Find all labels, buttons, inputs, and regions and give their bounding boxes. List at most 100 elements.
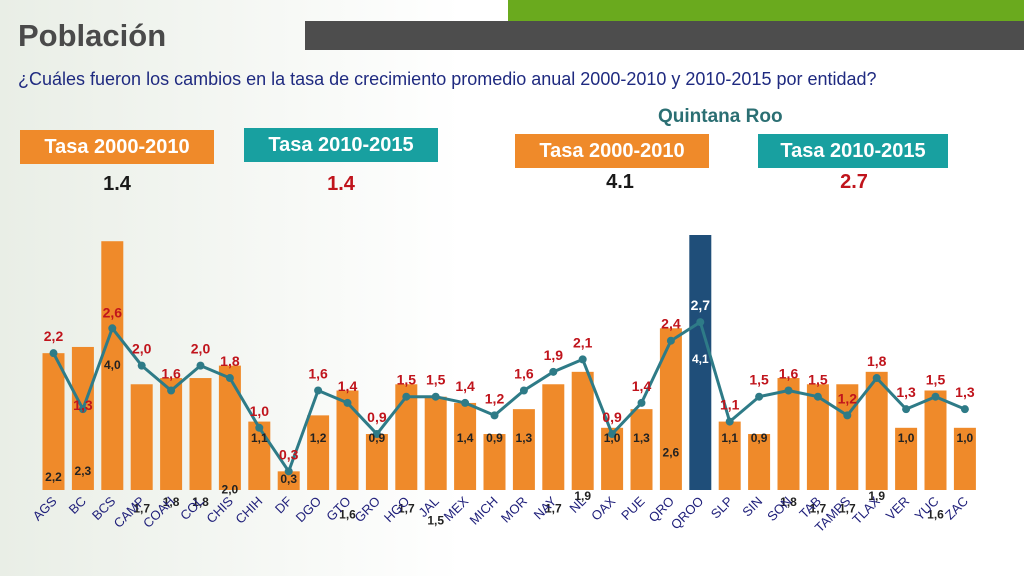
category-label-zac: ZAC (942, 494, 971, 523)
category-label-dgo: DGO (293, 494, 325, 526)
line-label-son: 1,6 (779, 365, 799, 381)
line-point-chih (255, 423, 264, 432)
line-point-gro (372, 430, 381, 439)
line-label-coah: 1,6 (161, 365, 181, 381)
line-label-tlax: 1,8 (867, 353, 887, 369)
line-label-zac: 1,3 (955, 384, 975, 400)
category-label-chih: CHIH (232, 494, 265, 527)
header-accent-green (508, 0, 1024, 21)
qroo-2010-value: 2.7 (840, 171, 868, 193)
line-label-hgo: 1,5 (397, 372, 417, 388)
line-point-hgo (402, 392, 411, 401)
line-point-dgo (314, 386, 323, 395)
category-label-nay: NAY (531, 493, 560, 522)
line-point-mich (490, 411, 499, 420)
line-point-mor (519, 386, 528, 395)
header-accent-gray (305, 21, 1024, 50)
category-label-ver: VER (883, 494, 913, 524)
bar-label-tab: 1,7 (810, 501, 827, 515)
line-point-bcs (108, 324, 117, 333)
bar-label-pue: 1,3 (633, 431, 650, 445)
bar-mex (454, 402, 477, 490)
bar-label-tamps: 1,7 (839, 501, 856, 515)
bar-nl (571, 371, 594, 490)
line-label-nl: 2,1 (573, 334, 593, 350)
bar-zac (953, 427, 976, 490)
line-point-df (284, 467, 293, 476)
line-label-dgo: 1,6 (308, 365, 328, 381)
bar-label-son: 1,8 (780, 495, 797, 509)
bar-label-gro: 0,9 (369, 431, 386, 445)
bar-df (277, 471, 300, 490)
bar-dgo (307, 415, 330, 490)
category-label-gro: GRO (351, 494, 383, 526)
bar-label-coah: 1,8 (163, 495, 180, 509)
bar-nay (542, 384, 565, 490)
line-point-tlax (872, 374, 881, 383)
line-point-slp (725, 417, 734, 426)
line-label-tab: 1,5 (808, 372, 828, 388)
qroo-2010-label: Tasa 2010-2015 (758, 134, 948, 168)
bar-label-slp: 1,1 (721, 431, 738, 445)
line-point-pue (637, 398, 646, 407)
bar-yuc (924, 390, 947, 490)
category-label-mex: MEX (441, 493, 472, 524)
line-label-slp: 1,1 (720, 397, 740, 413)
line-label-chis: 1,8 (220, 353, 240, 369)
qroo-subtitle: Quintana Roo (658, 106, 783, 127)
line-label-yuc: 1,5 (926, 372, 946, 388)
bar-label-camp: 1,7 (133, 501, 150, 515)
line-label-qro: 2,4 (661, 316, 681, 332)
line-point-nay (549, 367, 558, 376)
line-label-mich: 1,2 (485, 390, 505, 406)
bar-bc (71, 346, 94, 490)
line-label-tamps: 1,2 (838, 390, 858, 406)
qroo-2000-label: Tasa 2000-2010 (515, 134, 709, 168)
line-point-ver (902, 405, 911, 414)
national-2010-value: 1.4 (327, 173, 355, 195)
line-point-bc (78, 405, 87, 414)
bar-label-sin: 0,9 (751, 431, 768, 445)
line-point-zac (960, 405, 969, 414)
bar-mich (483, 434, 506, 490)
category-label-pue: PUE (618, 493, 648, 523)
national-2000-label: Tasa 2000-2010 (20, 130, 214, 164)
bar-son (777, 378, 800, 490)
bar-label-chih: 1,1 (251, 431, 268, 445)
bar-sin (748, 434, 771, 490)
line-point-coah (167, 386, 176, 395)
bar-label-df: 0,3 (280, 472, 297, 486)
bar-label-bcs: 4,0 (104, 358, 121, 372)
bar-tlax (865, 371, 888, 490)
bar-label-qro: 2,6 (663, 445, 680, 459)
line-point-tab (813, 392, 822, 401)
bar-tab (806, 384, 829, 490)
bar-label-tlax: 1,9 (868, 489, 885, 503)
category-label-qroo: QROO (668, 494, 707, 533)
line-point-qroo (696, 318, 705, 327)
bar-label-mich: 0,9 (486, 431, 503, 445)
line-label-qroo: 2,7 (691, 297, 711, 313)
bar-chih (248, 421, 271, 490)
bar-label-oax: 1,0 (604, 431, 621, 445)
bar-oax (601, 427, 624, 490)
bar-mor (512, 409, 535, 490)
question-text: ¿Cuáles fueron los cambios en la tasa de… (18, 69, 877, 89)
bar-label-mex: 1,4 (457, 431, 474, 445)
line-point-jal (431, 392, 440, 401)
bar-label-qroo: 4,1 (692, 352, 709, 366)
line-point-mex (461, 398, 470, 407)
bar-camp (130, 384, 153, 490)
line-point-camp (137, 361, 146, 370)
bar-qro (659, 328, 682, 490)
line-label-bcs: 2,6 (103, 304, 123, 320)
category-label-df: DF (272, 493, 295, 516)
bar-chis (218, 365, 241, 490)
line-label-nay: 1,9 (544, 347, 564, 363)
line-label-gto: 1,4 (338, 378, 358, 394)
series-line-2010-2015 (52, 319, 966, 475)
bar-label-col: 1,8 (192, 495, 209, 509)
line-label-ags: 2,2 (44, 328, 64, 344)
bar-label-bc: 2,3 (75, 464, 92, 478)
